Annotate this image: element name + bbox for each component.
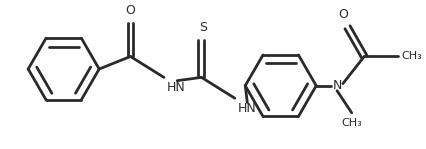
Text: HN: HN: [238, 102, 257, 115]
Text: CH₃: CH₃: [341, 118, 362, 128]
Text: O: O: [338, 8, 348, 21]
Text: CH₃: CH₃: [402, 52, 423, 62]
Text: S: S: [199, 21, 207, 34]
Text: HN: HN: [167, 81, 186, 94]
Text: N: N: [332, 79, 342, 92]
Text: O: O: [126, 4, 135, 17]
